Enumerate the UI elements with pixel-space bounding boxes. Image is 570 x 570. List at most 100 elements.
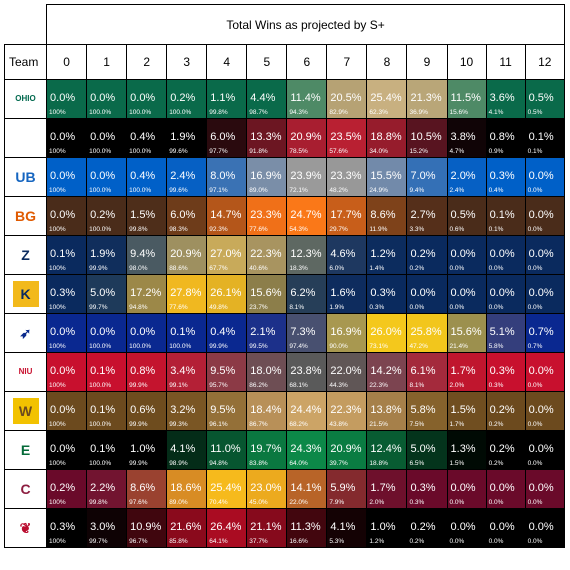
- cumulative-probability-value: 73.1%: [369, 343, 388, 350]
- cumulative-probability-value: 22.3%: [369, 382, 388, 389]
- cumulative-probability-value: 0.0%: [488, 265, 504, 272]
- cumulative-probability-value: 0.0%: [527, 460, 543, 467]
- win-probability-value: 0.4%: [130, 170, 156, 182]
- ub-logo-icon: UB: [12, 164, 39, 190]
- cumulative-probability-value: 97.1%: [209, 187, 228, 194]
- win-probability-cell: 0.0% 0.0%: [446, 469, 487, 509]
- wins-column-header: 9: [406, 44, 448, 80]
- win-probability-value: 2.4%: [170, 170, 196, 182]
- win-probability-cell: 0.0% 0.0%: [446, 235, 487, 275]
- cumulative-probability-value: 0.2%: [409, 538, 425, 545]
- ohio-logo-icon: OHIO: [12, 86, 39, 112]
- wins-column-header: 4: [206, 44, 248, 80]
- win-probability-cell: 5.1% 5.8%: [485, 313, 526, 353]
- win-probability-cell: 0.1% 100.0%: [86, 352, 128, 392]
- win-probability-cell: 0.5% 0.6%: [446, 196, 487, 236]
- win-probability-value: 6.0%: [210, 131, 236, 143]
- team-logo-cell: Z: [3, 235, 48, 275]
- cumulative-probability-value: 99.9%: [129, 460, 148, 467]
- cumulative-probability-value: 99.3%: [169, 421, 188, 428]
- bg-falcons-logo-icon: BG: [12, 203, 39, 229]
- cumulative-probability-value: 4.7%: [449, 148, 465, 155]
- cumulative-probability-value: 100%: [49, 304, 66, 311]
- cumulative-probability-value: 57.6%: [329, 148, 348, 155]
- win-probability-value: 3.6%: [489, 92, 515, 104]
- win-probability-cell: 0.1% 100.0%: [86, 430, 128, 470]
- win-probability-cell: 18.4% 86.7%: [246, 391, 288, 431]
- cumulative-probability-value: 0.3%: [369, 304, 385, 311]
- win-probability-cell: 23.3% 48.2%: [326, 157, 368, 197]
- win-probability-cell: 0.0% 0.0%: [524, 274, 566, 314]
- cumulative-probability-value: 67.7%: [209, 265, 228, 272]
- cumulative-probability-value: 100%: [49, 148, 66, 155]
- win-probability-cell: 9.5% 96.1%: [206, 391, 248, 431]
- win-probability-cell: 0.0% 0.0%: [524, 157, 566, 197]
- cumulative-probability-value: 6.0%: [329, 265, 345, 272]
- win-probability-cell: 0.8% 99.9%: [126, 352, 168, 392]
- win-probability-value: 16.9%: [250, 170, 282, 182]
- win-probability-value: 14.7%: [210, 209, 242, 221]
- win-probability-value: 0.0%: [130, 92, 156, 104]
- cumulative-probability-value: 100.0%: [89, 187, 112, 194]
- cumulative-probability-value: 89.0%: [249, 187, 268, 194]
- cumulative-probability-value: 98.7%: [249, 109, 268, 116]
- win-probability-value: 0.1%: [90, 443, 116, 455]
- win-probability-value: 9.4%: [130, 248, 156, 260]
- win-probability-value: 0.0%: [528, 365, 554, 377]
- cumulative-probability-value: 99.9%: [209, 343, 228, 350]
- win-probability-value: 27.0%: [210, 248, 242, 260]
- cumulative-probability-value: 7.9%: [329, 499, 345, 506]
- cumulative-probability-value: 0.0%: [449, 265, 465, 272]
- cumulative-probability-value: 21.5%: [369, 421, 388, 428]
- cumulative-probability-value: 1.4%: [369, 265, 385, 272]
- cumulative-probability-value: 85.8%: [169, 538, 188, 545]
- win-probability-cell: 3.6% 4.1%: [485, 79, 526, 119]
- win-probability-cell: 0.2% 0.2%: [406, 508, 448, 548]
- win-probability-value: 23.5%: [330, 131, 362, 143]
- cumulative-probability-value: 1.9%: [329, 304, 345, 311]
- win-probability-cell: 6.0% 97.7%: [206, 118, 248, 158]
- cumulative-probability-value: 24.9%: [369, 187, 388, 194]
- cumulative-probability-value: 15.2%: [409, 148, 428, 155]
- cumulative-probability-value: 100.0%: [129, 343, 152, 350]
- win-probability-cell: 1.9% 99.9%: [86, 235, 128, 275]
- win-probability-value: 8.0%: [210, 170, 236, 182]
- buffalo-bulls-logo-icon: [12, 122, 39, 149]
- cumulative-probability-value: 0.2%: [488, 421, 504, 428]
- win-probability-cell: 15.6% 23.7%: [246, 274, 288, 314]
- win-probability-value: 4.4%: [250, 92, 276, 104]
- western-michigan-logo-icon: W: [12, 398, 39, 424]
- win-probability-cell: 0.1% 0.1%: [485, 196, 526, 236]
- table-row: ❦ 0.3% 100% 3.0% 99.7% 10.9% 96.7% 21.6% 85.8% 26…: [3, 508, 566, 548]
- win-probability-value: 0.8%: [130, 365, 156, 377]
- win-probability-value: 0.2%: [489, 443, 515, 455]
- win-probability-value: 15.6%: [250, 287, 282, 299]
- win-probability-cell: 0.0% 0.0%: [524, 352, 566, 392]
- cumulative-probability-value: 0.0%: [527, 382, 543, 389]
- win-probability-value: 11.3%: [290, 521, 321, 533]
- team-logo-cell: UB: [3, 157, 48, 197]
- win-probability-cell: 0.7% 0.7%: [524, 313, 566, 353]
- win-probability-cell: 13.3% 91.8%: [246, 118, 288, 158]
- win-probability-value: 26.1%: [210, 287, 242, 299]
- team-logo-cell: NIU: [3, 352, 48, 392]
- win-probability-cell: 16.9% 90.0%: [326, 313, 368, 353]
- cumulative-probability-value: 4.1%: [488, 109, 504, 116]
- win-probability-value: 0.0%: [528, 248, 554, 260]
- win-probability-value: 11.5%: [450, 92, 481, 104]
- win-probability-cell: 1.7% 2.0%: [366, 469, 408, 509]
- win-probability-cell: 26.1% 49.8%: [206, 274, 248, 314]
- cumulative-probability-value: 0.0%: [488, 538, 504, 545]
- wins-column-header: 10: [446, 44, 487, 80]
- wins-column-header: 1: [86, 44, 128, 80]
- cumulative-probability-value: 99.8%: [209, 109, 228, 116]
- win-probability-cell: 0.0% 0.0%: [485, 274, 526, 314]
- win-probability-value: 1.7%: [450, 365, 476, 377]
- win-probability-cell: 4.4% 98.7%: [246, 79, 288, 119]
- cumulative-probability-value: 100.0%: [89, 460, 112, 467]
- win-probability-value: 24.3%: [290, 443, 322, 455]
- cumulative-probability-value: 39.7%: [329, 460, 348, 467]
- win-probability-cell: 0.0% 100%: [46, 157, 88, 197]
- win-probability-value: 0.3%: [50, 521, 76, 533]
- cumulative-probability-value: 100.0%: [89, 343, 112, 350]
